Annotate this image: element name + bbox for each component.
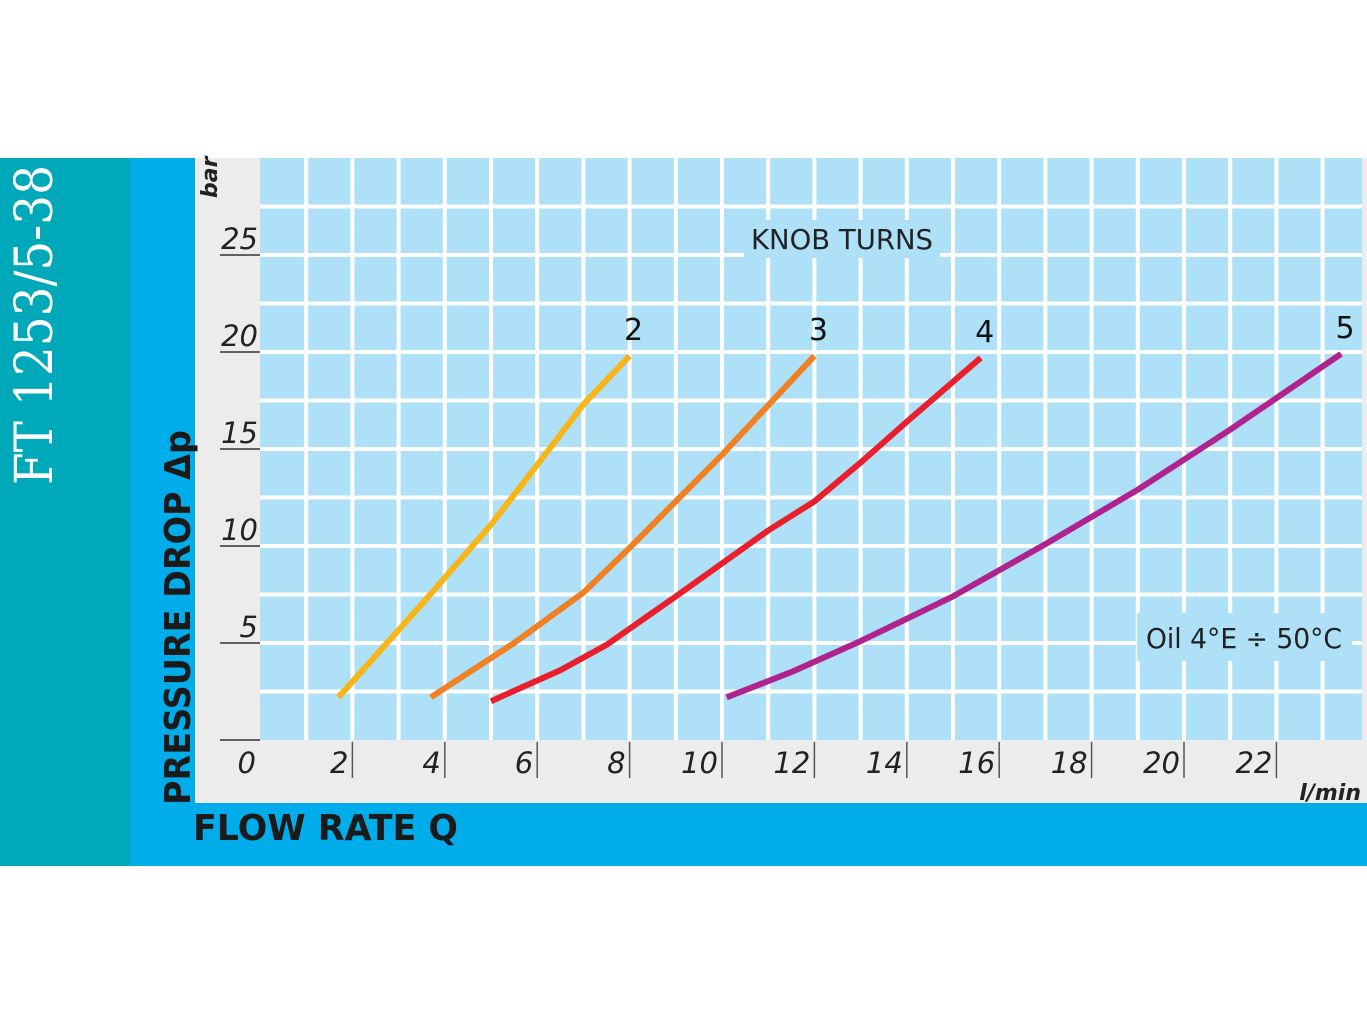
x-axis-label: FLOW RATE Q bbox=[193, 808, 458, 849]
y-tick-label: 20 bbox=[221, 319, 258, 353]
series-lines: 2 3 4 5 bbox=[336, 311, 1355, 704]
y-tick-label: 5 bbox=[240, 610, 258, 644]
x-tick-label: 10 bbox=[681, 746, 718, 780]
y-unit: bar bbox=[198, 155, 223, 198]
series-label-2: 2 bbox=[624, 313, 643, 348]
oil-annotation: Oil 4°E ÷ 50°C bbox=[1146, 622, 1342, 655]
series-line-4 bbox=[489, 355, 983, 704]
product-code: FT 1253/5-38 bbox=[5, 165, 65, 485]
x-tick-label: 14 bbox=[866, 746, 903, 780]
x-tick-label: 20 bbox=[1143, 746, 1180, 780]
chart-title: KNOB TURNS bbox=[751, 223, 933, 256]
series-line-2 bbox=[336, 353, 632, 700]
x-tick-label: 12 bbox=[773, 746, 810, 780]
x-unit: l/min bbox=[1299, 781, 1361, 806]
x-tick-label: 6 bbox=[515, 746, 533, 780]
y-tick-label: 25 bbox=[221, 222, 258, 256]
x-tick-label: 4 bbox=[422, 746, 440, 780]
y-tick-label: 15 bbox=[221, 416, 258, 450]
y-axis-label: PRESSURE DROP Δp bbox=[158, 430, 199, 805]
x-tick-label: 22 bbox=[1235, 746, 1272, 780]
annotation-backdrop bbox=[1137, 613, 1352, 661]
series-line-3 bbox=[429, 353, 817, 700]
axis-ticks: 0 2 4 6 8 10 12 14 16 18 20 22 5 10 15 20 25 bbox=[220, 222, 1278, 780]
x-tick-label: 16 bbox=[958, 746, 995, 780]
series-label-4: 4 bbox=[975, 315, 994, 350]
title-backdrop bbox=[744, 220, 940, 258]
x-tick-label: 2 bbox=[330, 746, 348, 780]
x-tick-label: 0 bbox=[238, 746, 256, 780]
grid bbox=[260, 158, 1367, 740]
series-label-5: 5 bbox=[1336, 311, 1355, 346]
x-tick-label: 18 bbox=[1051, 746, 1088, 780]
teal-band bbox=[0, 158, 131, 866]
y-tick-label: 10 bbox=[221, 513, 258, 547]
series-line-5 bbox=[725, 351, 1343, 701]
x-tick-label: 8 bbox=[607, 746, 625, 780]
series-label-3: 3 bbox=[809, 313, 828, 348]
